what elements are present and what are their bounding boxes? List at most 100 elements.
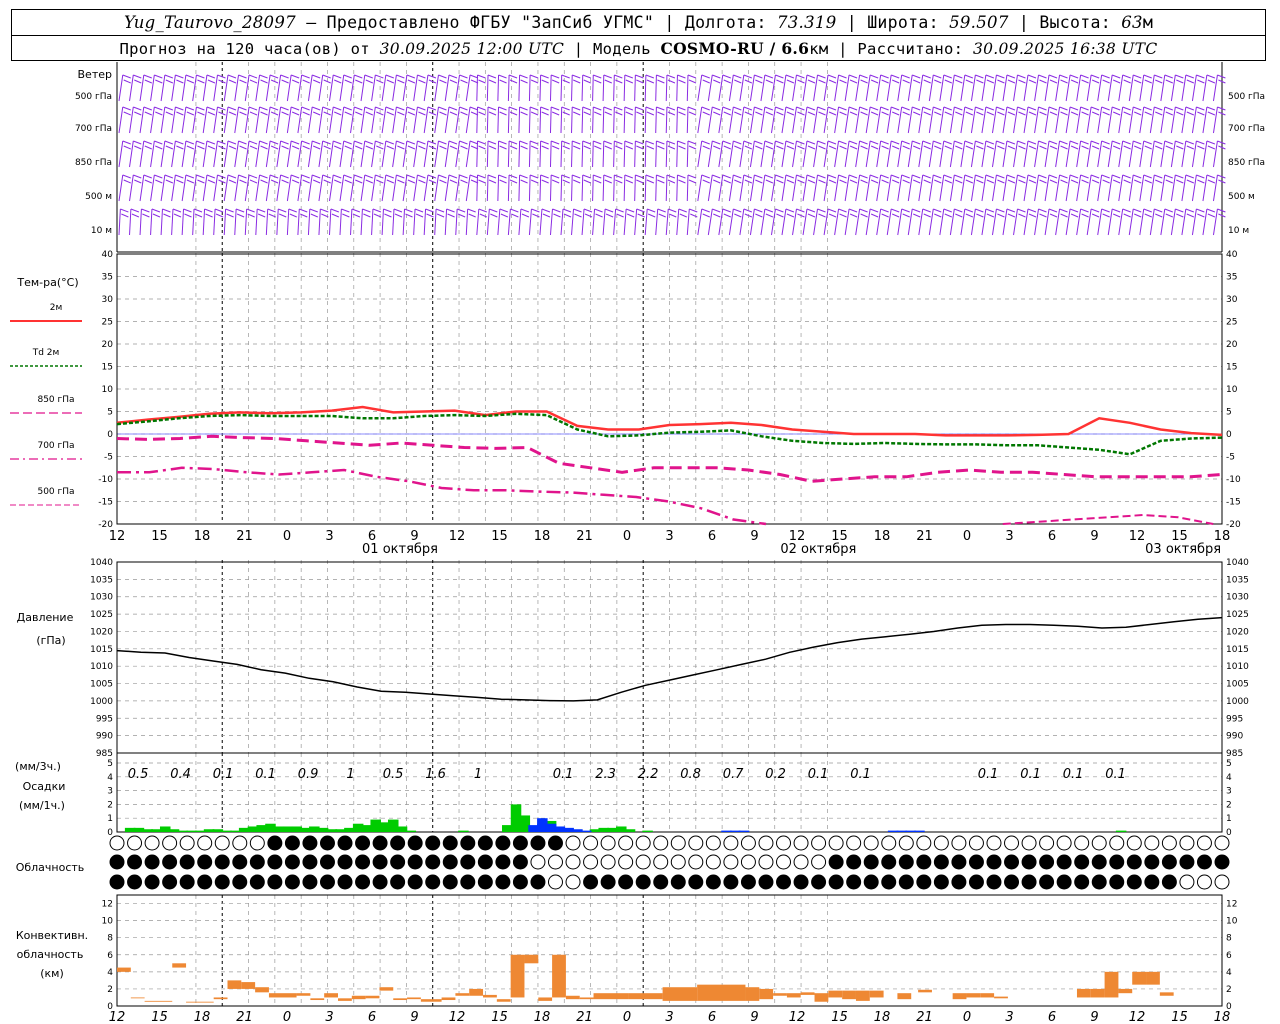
wind-barb-staff [213, 140, 218, 168]
wind-barb-feather [428, 179, 437, 184]
wind-barb-feather [624, 140, 634, 145]
wind-barb-staff [392, 140, 397, 168]
precip-snow-bar [528, 825, 539, 832]
wind-barb-feather [996, 106, 1005, 111]
wind-barb-staff [402, 106, 408, 134]
cloud-cover-symbol [442, 874, 458, 890]
wind-barb-feather [1018, 179, 1026, 184]
cloud-cover-symbol [916, 874, 932, 890]
precip-snow-bar [896, 830, 908, 832]
wind-barb-feather [754, 74, 763, 79]
wind-barb-feather [807, 213, 816, 218]
precip-tick-left: 2 [107, 800, 113, 810]
wind-barb-feather [519, 74, 528, 79]
wind-barb-feather [572, 140, 581, 145]
wind-barb-feather [701, 140, 710, 145]
wind-barb-feather [1217, 106, 1226, 111]
wind-barb-feather [943, 208, 952, 213]
wind-barb-staff [844, 174, 850, 202]
cloud-cover-symbol [881, 835, 897, 851]
cloud-cover-symbol [460, 854, 476, 870]
precip-rain-bar [519, 815, 531, 832]
wind-barb-feather [155, 111, 163, 116]
precip-rain-bar [317, 827, 329, 832]
wind-barb-staff [360, 74, 366, 102]
wind-barb-feather [1154, 140, 1163, 145]
wind-barb-staff [802, 140, 808, 168]
conv-bar [420, 999, 442, 1002]
wind-barb-staff [192, 208, 195, 236]
wind-barb-feather [173, 213, 182, 218]
wind-barb-staff [318, 74, 324, 102]
cloud-cover-symbol [740, 874, 756, 890]
wind-barb-feather [1218, 213, 1226, 218]
wind-barb-staff [1202, 74, 1208, 102]
temp-series-line [116, 434, 1223, 483]
wind-barb-feather [477, 106, 486, 111]
cloud-cover-symbol [968, 874, 984, 890]
wind-barb-feather [1006, 140, 1016, 145]
wind-barb-feather [1060, 111, 1068, 116]
wind-barb-feather [1206, 208, 1216, 213]
wind-barb-feather [529, 106, 539, 111]
wind-barb-feather [142, 213, 150, 218]
wind-barb-feather [1112, 140, 1121, 145]
cloud-cover-symbol [372, 874, 388, 890]
wind-barb-feather [849, 111, 858, 116]
wind-barb-staff [781, 74, 787, 102]
wind-barb-feather [702, 79, 710, 84]
conv-tick-right: 4 [1226, 968, 1232, 978]
cloud-cover-symbol [811, 835, 827, 851]
wind-barb-feather [859, 208, 868, 213]
wind-barb-feather [722, 106, 731, 111]
wind-barb-feather [207, 111, 216, 116]
wind-barb-feather [1123, 111, 1131, 116]
wind-barb-feather [1091, 145, 1100, 150]
calc-time: 30.09.2025 16:38 UTC [972, 40, 1158, 58]
wind-barb-feather [1090, 174, 1100, 179]
wind-barb-feather [1081, 79, 1089, 84]
wind-barb-staff [728, 140, 734, 168]
precip-snow-bar [738, 830, 750, 832]
wind-barb-feather [891, 106, 900, 111]
wind-barb-staff [876, 140, 882, 168]
wind-barb-feather [922, 208, 931, 213]
alt-value: 63 [1121, 13, 1143, 32]
wind-barb-feather [722, 74, 731, 79]
wind-barb-feather [259, 74, 268, 79]
wind-barb-feather [488, 179, 497, 184]
wind-barb-feather [955, 179, 963, 184]
wind-barb-staff [560, 174, 563, 202]
wind-barb-feather [1144, 145, 1152, 150]
wind-barb-feather [701, 208, 710, 213]
wind-barb-feather [217, 74, 226, 79]
wind-barb-feather [975, 174, 984, 179]
temp-tick-left: 10 [102, 385, 114, 395]
wind-barb-feather [912, 74, 921, 79]
wind-barb-staff [444, 106, 450, 134]
wind-barb-staff [455, 106, 461, 134]
wind-barb-feather [848, 106, 858, 111]
cloud-cover-symbol [1126, 854, 1142, 870]
wind-barb-feather [269, 74, 279, 79]
precip-tick-right: 1 [1226, 814, 1232, 824]
wind-barb-feather [397, 179, 405, 184]
wind-barb-feather [225, 208, 234, 213]
wind-barb-feather [312, 106, 321, 111]
pressure-tick-right: 1020 [1226, 627, 1249, 637]
cloud-cover-symbol [600, 835, 616, 851]
conv-bar [172, 963, 187, 968]
wind-barb-staff [981, 106, 987, 134]
wind-barb-feather [227, 174, 237, 179]
wind-barb-feather [376, 145, 384, 150]
wind-barb-staff [129, 208, 132, 236]
precip-rain-bar [256, 825, 267, 832]
wind-barb-staff [118, 208, 121, 236]
wind-barb-feather [593, 174, 602, 179]
wind-barb-feather [817, 74, 826, 79]
cloud-cover-symbol [933, 854, 949, 870]
wind-barb-feather [806, 208, 816, 213]
wind-barb-feather [249, 111, 258, 116]
wind-barb-staff [223, 174, 229, 202]
wind-barb-feather [206, 106, 216, 111]
